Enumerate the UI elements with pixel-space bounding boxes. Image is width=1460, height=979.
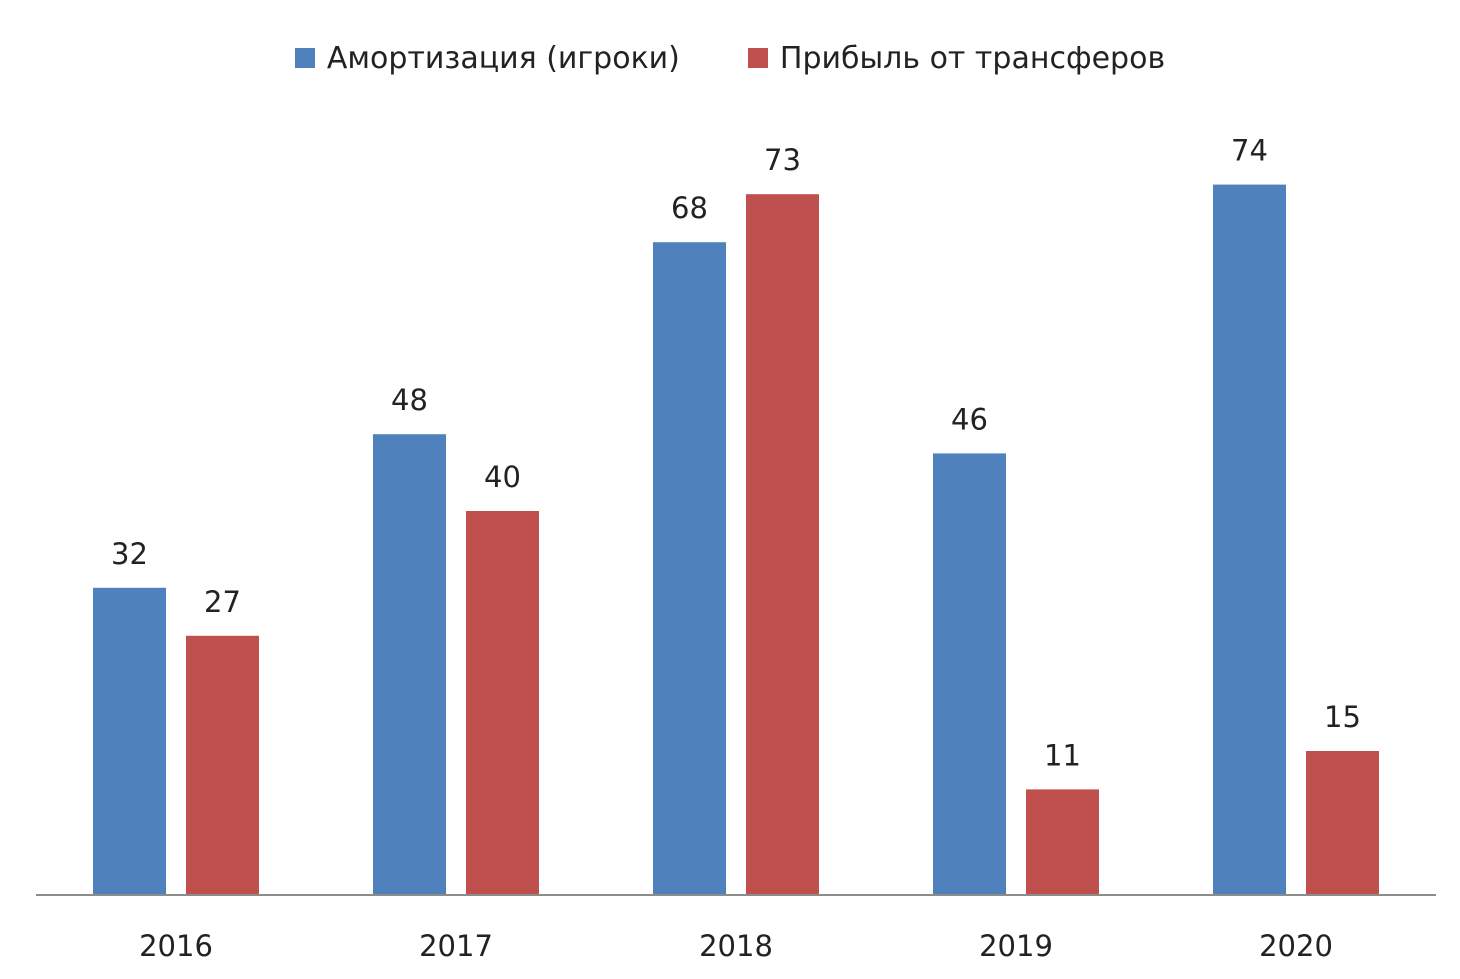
- legend-item-amortization: Амортизация (игроки): [294, 40, 680, 76]
- data-label-2020-series-0: 74: [1231, 134, 1268, 168]
- bar-2018-series-0: [653, 242, 726, 895]
- bar-2019-series-1: [1026, 789, 1099, 895]
- data-label-2018-series-1: 73: [764, 143, 801, 177]
- x-tick-label-2019: 2019: [979, 929, 1053, 963]
- legend-label-transfer-profit: Прибыль от трансферов: [779, 40, 1166, 76]
- bar-2017-series-0: [373, 434, 446, 895]
- data-label-2020-series-1: 15: [1324, 700, 1361, 734]
- legend: Амортизация (игроки) Прибыль от трансфер…: [0, 36, 1460, 80]
- x-tick-label-2016: 2016: [139, 929, 213, 963]
- bar-2018-series-1: [746, 194, 819, 895]
- bar-2017-series-1: [466, 511, 539, 895]
- bar-2020-series-1: [1306, 751, 1379, 895]
- bar-2016-series-0: [93, 587, 166, 895]
- legend-swatch-transfer-profit: [747, 48, 768, 68]
- data-label-2016-series-0: 32: [111, 537, 148, 571]
- data-label-2016-series-1: 27: [204, 585, 241, 619]
- legend-label-amortization: Амортизация (игроки): [326, 40, 680, 76]
- data-label-2017-series-1: 40: [484, 460, 521, 494]
- legend-swatch-amortization: [294, 48, 315, 68]
- data-label-2019-series-1: 11: [1044, 738, 1081, 772]
- x-tick-label-2020: 2020: [1259, 929, 1333, 963]
- data-label-2019-series-0: 46: [951, 402, 988, 436]
- legend-item-transfer-profit: Прибыль от трансферов: [747, 40, 1166, 76]
- x-tick-label-2018: 2018: [699, 929, 773, 963]
- bar-2016-series-1: [186, 635, 259, 895]
- x-tick-label-2017: 2017: [419, 929, 493, 963]
- bar-2019-series-0: [933, 453, 1006, 895]
- bar-2020-series-0: [1213, 184, 1286, 896]
- data-label-2018-series-0: 68: [671, 191, 708, 225]
- data-label-2017-series-0: 48: [391, 383, 428, 417]
